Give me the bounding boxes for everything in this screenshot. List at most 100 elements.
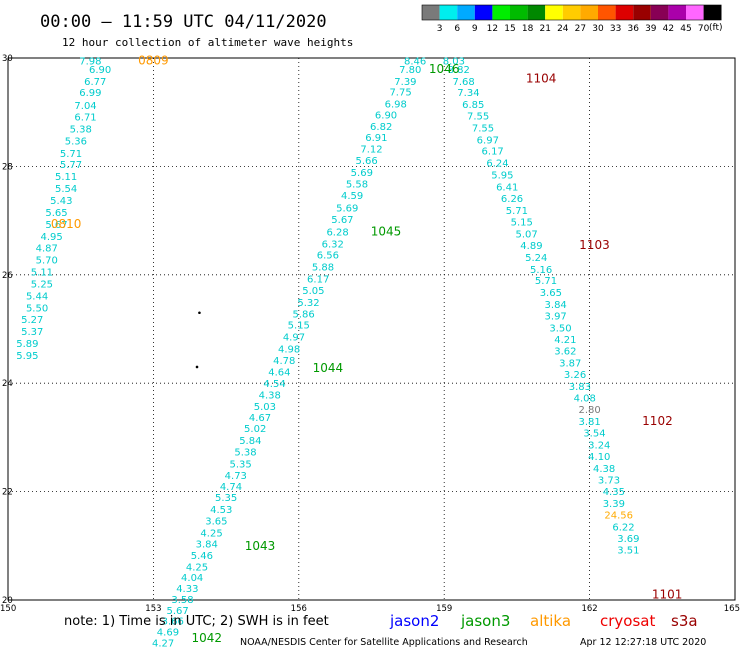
wave-height-point: 3.83 bbox=[569, 382, 591, 393]
scale-swatch bbox=[580, 5, 598, 20]
wave-height-point: 6.32 bbox=[322, 239, 344, 250]
wave-height-point: 2.80 bbox=[578, 405, 600, 416]
wave-height-point: 5.36 bbox=[65, 136, 87, 147]
y-tick-label: 22 bbox=[2, 488, 13, 498]
pass-label: 1046 bbox=[429, 62, 460, 76]
wave-height-point: 3.73 bbox=[598, 476, 620, 487]
scale-tick-label: 36 bbox=[627, 24, 639, 34]
wave-height-point: 4.74 bbox=[220, 482, 242, 493]
scale-tick-label: 9 bbox=[472, 24, 478, 34]
wave-height-point: 24.56 bbox=[604, 510, 633, 521]
wave-height-point: 4.25 bbox=[186, 562, 208, 573]
scale-swatch bbox=[703, 5, 722, 20]
wave-height-point: 3.26 bbox=[564, 370, 586, 381]
wave-height-point: 4.89 bbox=[520, 241, 542, 252]
wave-height-point: 4.27 bbox=[152, 638, 174, 649]
wave-height-point: 5.58 bbox=[346, 180, 368, 191]
wave-height-point: 3.24 bbox=[588, 440, 610, 451]
y-tick-label: 24 bbox=[2, 379, 13, 389]
scale-swatch bbox=[422, 5, 440, 20]
wave-height-point: 6.71 bbox=[74, 113, 96, 124]
wave-height-point: 7.39 bbox=[394, 77, 416, 88]
wave-height-point: 5.70 bbox=[36, 256, 58, 267]
y-tick-label: 30 bbox=[2, 54, 13, 64]
footer-timestamp: Apr 12 12:27:18 UTC 2020 bbox=[580, 637, 706, 648]
scale-tick-label: 3 bbox=[437, 24, 443, 34]
wave-height-point: 5.27 bbox=[21, 315, 43, 326]
marker-dots bbox=[195, 311, 201, 369]
wave-height-point: 7.98 bbox=[79, 57, 101, 68]
wave-height-point: 5.46 bbox=[191, 551, 213, 562]
wave-height-point: 6.90 bbox=[375, 110, 397, 121]
wave-height-point: 4.64 bbox=[268, 367, 290, 378]
wave-height-point: 5.54 bbox=[55, 184, 77, 195]
legend-entry-altika: altika bbox=[530, 612, 571, 630]
marker-dot bbox=[195, 365, 199, 369]
wave-height-point: 3.51 bbox=[617, 546, 639, 557]
scale-tick-label: 15 bbox=[504, 24, 515, 34]
scale-tick-label: 39 bbox=[645, 24, 657, 34]
wave-height-point: 8.46 bbox=[404, 57, 426, 68]
legend-entry-s3a: s3a bbox=[671, 612, 698, 630]
scale-swatch bbox=[474, 5, 493, 20]
wave-height-point: 4.69 bbox=[157, 627, 179, 638]
wave-height-point: 5.15 bbox=[511, 218, 533, 229]
wave-height-point: 4.38 bbox=[259, 391, 281, 402]
wave-height-points: 7.986.906.776.997.046.715.385.365.715.77… bbox=[16, 57, 639, 650]
wave-height-point: 4.53 bbox=[210, 505, 232, 516]
wave-height-point: 5.11 bbox=[31, 268, 53, 279]
wave-height-point: 4.08 bbox=[574, 393, 596, 404]
scale-swatch bbox=[457, 5, 475, 20]
wave-height-point: 4.59 bbox=[341, 191, 363, 202]
legend-entry-cryosat: cryosat bbox=[600, 612, 655, 630]
x-tick-labels: 150 153 156 159 162 165 bbox=[0, 604, 740, 614]
wave-height-point: 4.33 bbox=[176, 584, 198, 595]
scale-swatch bbox=[615, 5, 634, 20]
scale-tick-label: 6 bbox=[454, 24, 460, 34]
wave-height-point: 5.77 bbox=[60, 160, 82, 171]
wave-height-point: 3.50 bbox=[549, 323, 571, 334]
wave-height-point: 7.12 bbox=[360, 145, 382, 156]
pass-label: 1102 bbox=[642, 414, 673, 428]
wave-height-point: 8.82 bbox=[448, 65, 470, 76]
wave-height-point: 3.69 bbox=[617, 534, 639, 545]
wave-height-point: 5.95 bbox=[491, 171, 513, 182]
scale-tick-label: 24 bbox=[557, 24, 569, 34]
scale-swatch bbox=[633, 5, 651, 20]
wave-height-point: 7.55 bbox=[467, 111, 489, 122]
scale-swatch bbox=[598, 5, 616, 20]
x-tick-label: 150 bbox=[0, 604, 16, 614]
scale-tick-label: 45 bbox=[680, 24, 691, 34]
y-tick-label: 26 bbox=[2, 271, 13, 281]
wave-height-point: 3.81 bbox=[578, 417, 600, 428]
wave-height-point: 7.34 bbox=[457, 88, 479, 99]
wave-height-point: 5.69 bbox=[336, 204, 358, 215]
wave-height-point: 4.04 bbox=[181, 573, 203, 584]
wave-height-point: 3.97 bbox=[545, 311, 567, 322]
wave-height-point: 5.71 bbox=[506, 206, 528, 217]
wave-height-point: 5.50 bbox=[26, 303, 48, 314]
scale-tick-label: 30 bbox=[592, 24, 604, 34]
wave-height-point: 5.16 bbox=[530, 265, 552, 276]
wave-height-point: 5.35 bbox=[230, 459, 252, 470]
wave-height-point: 5.25 bbox=[31, 279, 53, 290]
wave-height-point: 6.90 bbox=[89, 65, 111, 76]
wave-height-point: 5.11 bbox=[55, 172, 77, 183]
scale-swatch bbox=[492, 5, 510, 20]
pass-labels: 0809 0810 1046 1045 1044 1043 1042 1104 1103 1102… bbox=[51, 54, 683, 645]
scale-swatch bbox=[668, 5, 686, 20]
wave-height-point: 6.17 bbox=[482, 147, 504, 158]
wave-height-point: 7.68 bbox=[452, 77, 474, 88]
wave-height-point: 4.38 bbox=[593, 464, 615, 475]
scale-swatch bbox=[686, 5, 704, 20]
wave-height-point: 3.39 bbox=[603, 499, 625, 510]
y-tick-label: 28 bbox=[2, 162, 13, 172]
pass-label: 0810 bbox=[51, 217, 82, 231]
footer-credit: NOAA/NESDIS Center for Satellite Applica… bbox=[240, 637, 528, 648]
scale-tick-label: 27 bbox=[575, 24, 586, 34]
wave-height-point: 5.07 bbox=[515, 230, 537, 241]
wave-height-point: 3.66 bbox=[162, 617, 184, 628]
wave-height-point: 4.95 bbox=[40, 232, 62, 243]
wave-height-point: 4.87 bbox=[36, 244, 58, 255]
